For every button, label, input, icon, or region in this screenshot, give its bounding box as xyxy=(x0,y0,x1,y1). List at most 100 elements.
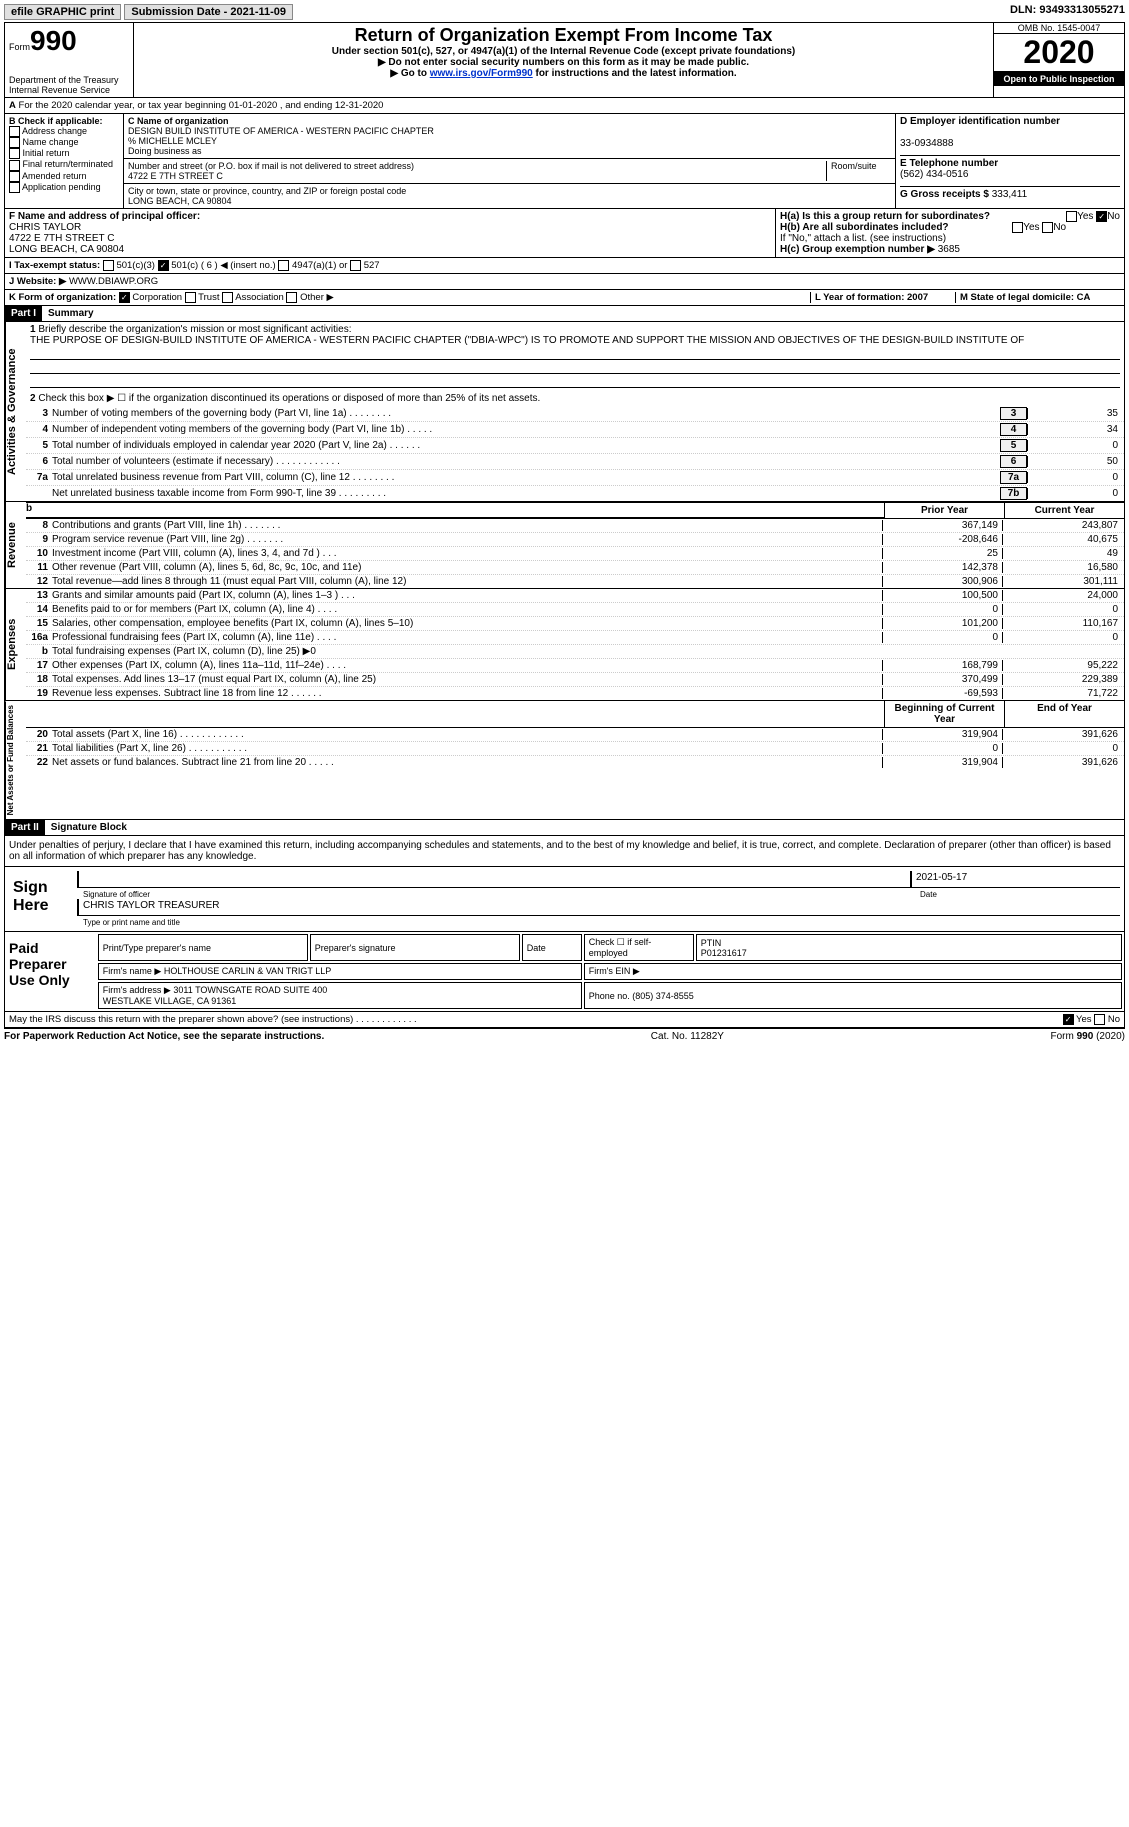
gov-label: Activities & Governance xyxy=(5,322,26,501)
netassets-section: Net Assets or Fund Balances Beginning of… xyxy=(4,701,1125,820)
mission-text: THE PURPOSE OF DESIGN-BUILD INSTITUTE OF… xyxy=(30,335,1024,346)
prep-date-label: Date xyxy=(522,934,582,961)
net-label: Net Assets or Fund Balances xyxy=(5,701,26,819)
current-year-header: Current Year xyxy=(1004,503,1124,518)
room-suite: Room/suite xyxy=(826,161,891,181)
cb-name[interactable]: Name change xyxy=(23,137,79,147)
org-name-label: C Name of organization xyxy=(128,116,229,126)
street-address: 4722 E 7TH STREET C xyxy=(128,171,223,181)
data-row: 12Total revenue—add lines 8 through 11 (… xyxy=(26,575,1124,588)
sign-here-section: Sign Here 2021-05-17 Signature of office… xyxy=(4,867,1125,932)
city-state-zip: LONG BEACH, CA 90804 xyxy=(128,196,232,206)
data-row: 20Total assets (Part X, line 16) . . . .… xyxy=(26,728,1124,742)
year-formation: L Year of formation: 2007 xyxy=(815,292,928,303)
data-row: 14Benefits paid to or for members (Part … xyxy=(26,603,1124,617)
q1: Briefly describe the organization's miss… xyxy=(38,324,351,335)
cb-initial[interactable]: Initial return xyxy=(23,148,70,158)
paid-preparer-label: Paid Preparer Use Only xyxy=(5,932,96,1011)
city-label: City or town, state or province, country… xyxy=(128,186,406,196)
officer-addr: 4722 E 7TH STREET C LONG BEACH, CA 90804 xyxy=(9,233,124,255)
ptin: P01231617 xyxy=(701,948,747,958)
firm-phone: (805) 374-8555 xyxy=(632,991,694,1001)
data-row: 17Other expenses (Part IX, column (A), l… xyxy=(26,659,1124,673)
officer-name: CHRIS TAYLOR xyxy=(9,222,81,233)
data-row: 8Contributions and grants (Part VIII, li… xyxy=(26,519,1124,533)
ptin-label: PTIN xyxy=(701,938,722,948)
website: WWW.DBIAWP.ORG xyxy=(69,276,158,287)
form-title: Return of Organization Exempt From Incom… xyxy=(138,25,989,46)
dba-label: Doing business as xyxy=(128,146,202,156)
footer-left: For Paperwork Reduction Act Notice, see … xyxy=(4,1031,324,1042)
cb-amended[interactable]: Amended return xyxy=(22,171,87,181)
firm-name: HOLTHOUSE CARLIN & VAN TRIGT LLP xyxy=(164,966,331,976)
footer: For Paperwork Reduction Act Notice, see … xyxy=(4,1028,1125,1042)
cb-pending[interactable]: Application pending xyxy=(22,182,101,192)
dln: DLN: 93493313055271 xyxy=(1010,4,1125,16)
part2-bar: Part IISignature Block xyxy=(4,820,1125,836)
data-row: 18Total expenses. Add lines 13–17 (must … xyxy=(26,673,1124,687)
data-row: 10Investment income (Part VIII, column (… xyxy=(26,547,1124,561)
rev-label: Revenue xyxy=(5,502,26,588)
line-j: J Website: ▶ WWW.DBIAWP.ORG xyxy=(4,274,1125,290)
declaration: Under penalties of perjury, I declare th… xyxy=(4,836,1125,867)
governance-section: Activities & Governance 1 Briefly descri… xyxy=(4,322,1125,502)
data-row: 19Revenue less expenses. Subtract line 1… xyxy=(26,687,1124,700)
note2: ▶ Go to www.irs.gov/Form990 for instruct… xyxy=(138,68,989,79)
cb-address[interactable]: Address change xyxy=(22,126,87,136)
sign-here-label: Sign Here xyxy=(9,871,77,927)
addr-label: Number and street (or P.O. box if mail i… xyxy=(128,161,414,171)
ein: 33-0934888 xyxy=(900,138,953,149)
paid-preparer-section: Paid Preparer Use Only Print/Type prepar… xyxy=(4,932,1125,1012)
tax-year: 2020 xyxy=(994,33,1124,72)
form-header: Form990 Department of the Treasury Inter… xyxy=(4,22,1125,98)
data-row: 6Total number of volunteers (estimate if… xyxy=(26,454,1124,470)
omb: OMB No. 1545-0047 xyxy=(994,23,1124,33)
sig-officer-line[interactable] xyxy=(77,871,910,888)
efile-btn[interactable]: efile GRAPHIC print xyxy=(4,4,121,20)
phone-label: E Telephone number xyxy=(900,158,998,169)
h-b: H(b) Are all subordinates included? xyxy=(780,222,949,233)
h-c: H(c) Group exemption number ▶ xyxy=(780,244,935,255)
gross-label: G Gross receipts $ xyxy=(900,189,989,200)
cat-no: Cat. No. 11282Y xyxy=(651,1031,724,1042)
submission-date: Submission Date - 2021-11-09 xyxy=(124,4,293,20)
data-row: 16aProfessional fundraising fees (Part I… xyxy=(26,631,1124,645)
gross-receipts: 333,411 xyxy=(992,189,1027,200)
group-exemption: 3685 xyxy=(938,244,960,255)
form-number: 990 xyxy=(30,25,77,56)
h-a: H(a) Is this a group return for subordin… xyxy=(780,211,990,222)
preparer-table: Print/Type preparer's name Preparer's si… xyxy=(96,932,1124,1011)
form-label: Form xyxy=(9,42,30,52)
ein-label: D Employer identification number xyxy=(900,116,1060,127)
line-i: I Tax-exempt status: 501(c)(3) 501(c) ( … xyxy=(4,258,1125,274)
footer-right: Form 990 (2020) xyxy=(1051,1031,1125,1042)
phone: (562) 434-0516 xyxy=(900,169,968,180)
q2: Check this box ▶ ☐ if the organization d… xyxy=(38,393,540,404)
data-row: 7aTotal unrelated business revenue from … xyxy=(26,470,1124,486)
cb-final[interactable]: Final return/terminated xyxy=(23,159,114,169)
data-row: 22Net assets or fund balances. Subtract … xyxy=(26,756,1124,769)
sig-officer-label: Signature of officer xyxy=(77,890,920,899)
data-row: 4Number of independent voting members of… xyxy=(26,422,1124,438)
org-name: DESIGN BUILD INSTITUTE OF AMERICA - WEST… xyxy=(128,126,434,146)
h-note: If "No," attach a list. (see instruction… xyxy=(780,233,1120,244)
line-k-l-m: K Form of organization: Corporation Trus… xyxy=(4,290,1125,306)
form-subtitle: Under section 501(c), 527, or 4947(a)(1)… xyxy=(138,46,989,57)
revenue-section: Revenue b Prior Year Current Year 8Contr… xyxy=(4,502,1125,589)
note1: ▶ Do not enter social security numbers o… xyxy=(138,57,989,68)
data-row: 9Program service revenue (Part VIII, lin… xyxy=(26,533,1124,547)
open-public: Open to Public Inspection xyxy=(994,72,1124,86)
officer-printed: CHRIS TAYLOR TREASURER xyxy=(77,899,1120,916)
begin-year-header: Beginning of Current Year xyxy=(884,701,1004,727)
end-year-header: End of Year xyxy=(1004,701,1124,727)
top-bar: efile GRAPHIC print Submission Date - 20… xyxy=(4,4,1125,20)
date-label: Date xyxy=(920,890,1120,899)
data-row: 11Other revenue (Part VIII, column (A), … xyxy=(26,561,1124,575)
prep-name-label: Print/Type preparer's name xyxy=(98,934,308,961)
name-title-label: Type or print name and title xyxy=(77,918,1120,927)
irs-link[interactable]: www.irs.gov/Form990 xyxy=(430,68,533,79)
sig-date: 2021-05-17 xyxy=(910,871,1120,888)
data-row: 15Salaries, other compensation, employee… xyxy=(26,617,1124,631)
section-b-g: B Check if applicable: Address change Na… xyxy=(4,114,1125,209)
self-employed[interactable]: Check ☐ if self-employed xyxy=(584,934,694,961)
